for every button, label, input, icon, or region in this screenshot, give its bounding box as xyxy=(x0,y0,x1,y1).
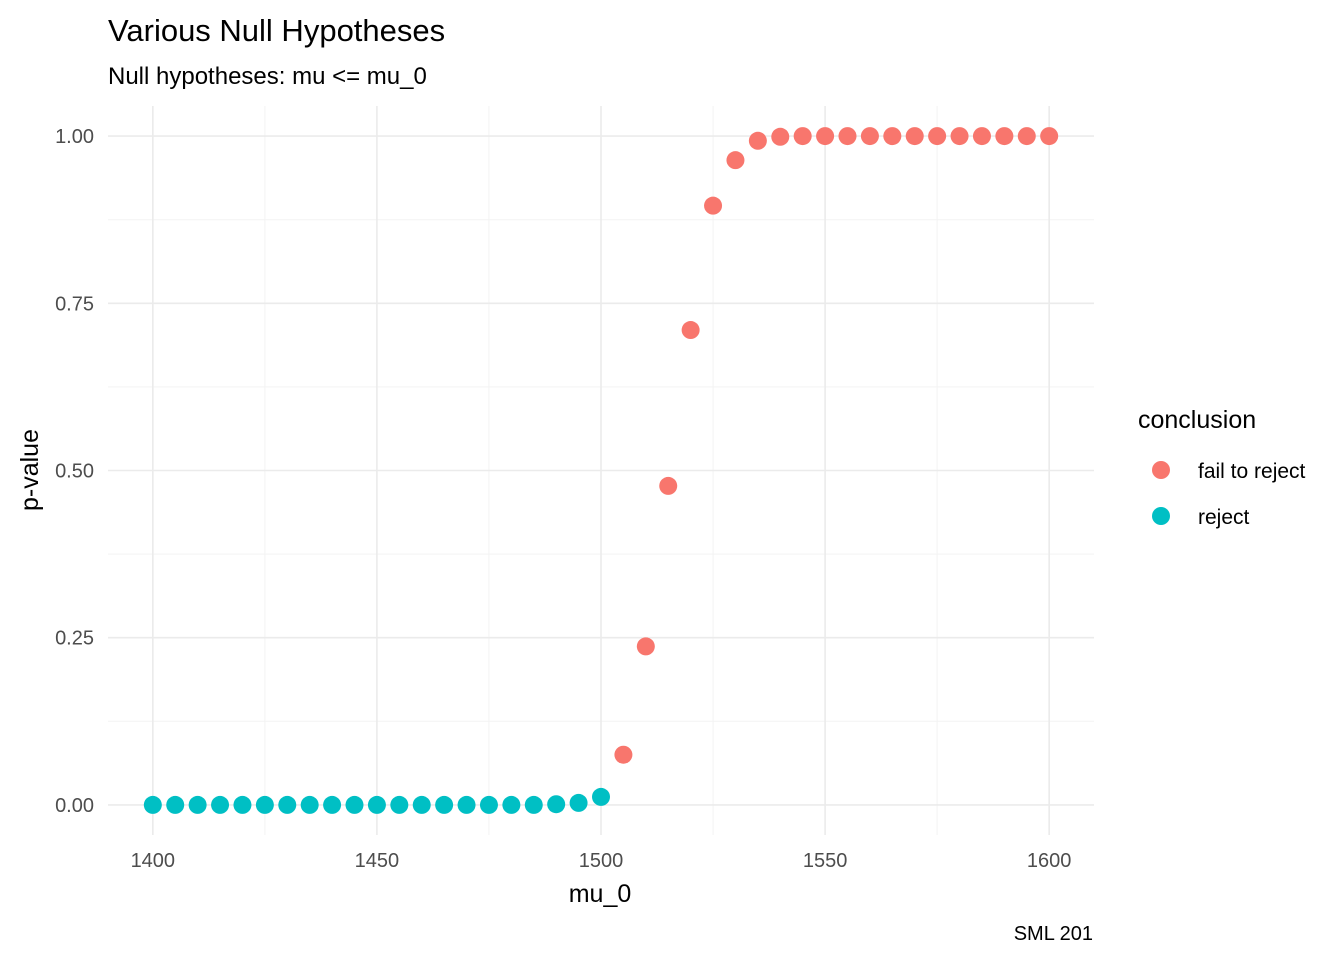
data-point-fail-to-reject xyxy=(928,127,947,146)
data-point-reject xyxy=(435,795,454,814)
data-point-reject xyxy=(211,795,230,814)
caption: SML 201 xyxy=(1014,923,1093,945)
data-point-fail-to-reject xyxy=(972,127,991,146)
data-point-reject xyxy=(592,787,610,806)
y-tick-label: 0.50 xyxy=(55,461,94,483)
legend-entries: fail to reject reject xyxy=(1152,460,1306,529)
data-point-fail-to-reject xyxy=(726,151,745,170)
data-point-reject xyxy=(323,795,342,814)
y-axis-ticks: 0.00 0.25 0.50 0.75 1.00 xyxy=(55,126,94,817)
chart-subtitle: Null hypotheses: mu <= mu_0 xyxy=(108,63,427,90)
y-tick-label: 0.25 xyxy=(55,628,94,650)
data-point-fail-to-reject xyxy=(816,127,835,146)
x-tick-label: 1500 xyxy=(579,850,624,872)
plot-panel xyxy=(108,106,1094,835)
data-point-reject xyxy=(300,795,319,814)
x-axis-title: mu_0 xyxy=(569,880,632,908)
data-point-reject xyxy=(457,795,476,814)
x-axis-ticks: 1400 1450 1500 1550 1600 xyxy=(131,850,1072,872)
data-point-reject xyxy=(143,795,162,814)
legend-title: conclusion xyxy=(1138,406,1256,434)
x-tick-label: 1400 xyxy=(131,850,176,872)
data-point-reject xyxy=(345,795,364,814)
data-point-fail-to-reject xyxy=(748,131,767,150)
y-axis-title: p-value xyxy=(16,429,44,511)
data-point-fail-to-reject xyxy=(860,127,879,146)
x-tick-label: 1550 xyxy=(803,850,848,872)
y-tick-label: 1.00 xyxy=(55,126,94,148)
data-point-fail-to-reject xyxy=(771,127,790,146)
data-point-reject xyxy=(255,795,274,814)
y-tick-label: 0.75 xyxy=(55,293,94,315)
data-point-fail-to-reject xyxy=(636,637,655,656)
data-point-reject xyxy=(367,795,386,814)
data-point-reject xyxy=(569,793,588,812)
data-point-fail-to-reject xyxy=(905,127,924,146)
data-point-reject xyxy=(233,795,252,814)
data-point-fail-to-reject xyxy=(681,321,700,340)
x-tick-label: 1600 xyxy=(1027,850,1072,872)
legend-label: fail to reject xyxy=(1198,460,1306,483)
data-point-reject xyxy=(479,795,498,814)
legend-label: reject xyxy=(1198,506,1250,529)
data-point-fail-to-reject xyxy=(1040,127,1059,146)
data-point-reject xyxy=(188,795,207,814)
legend-key xyxy=(1152,507,1170,525)
data-point-fail-to-reject xyxy=(1017,127,1036,146)
data-point-fail-to-reject xyxy=(950,127,969,146)
data-point-fail-to-reject xyxy=(659,476,678,495)
data-point-reject xyxy=(278,795,297,814)
data-point-fail-to-reject xyxy=(995,127,1014,146)
data-point-fail-to-reject xyxy=(704,196,723,215)
data-point-reject xyxy=(502,795,521,814)
data-point-reject xyxy=(524,795,543,814)
y-tick-label: 0.00 xyxy=(55,795,94,817)
grid-lines xyxy=(108,106,1094,835)
data-point-reject xyxy=(166,795,185,814)
chart-title: Various Null Hypotheses xyxy=(108,13,445,48)
data-point-reject xyxy=(547,795,566,814)
data-point-fail-to-reject xyxy=(793,127,812,146)
x-tick-label: 1450 xyxy=(355,850,400,872)
data-point-fail-to-reject xyxy=(838,127,857,146)
data-point-reject xyxy=(390,795,409,814)
legend-key xyxy=(1152,461,1170,479)
data-point-fail-to-reject xyxy=(883,127,902,146)
data-point-reject xyxy=(412,795,431,814)
legend: conclusion fail to reject reject xyxy=(1138,406,1306,529)
data-point-fail-to-reject xyxy=(614,745,633,764)
data-points xyxy=(143,127,1059,814)
